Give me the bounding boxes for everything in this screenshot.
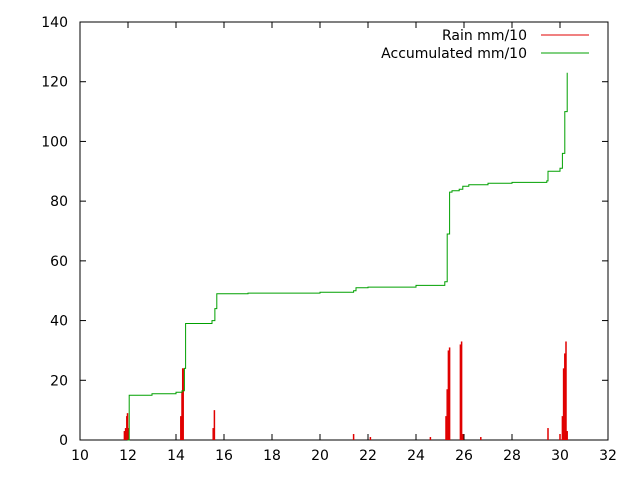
x-tick-label: 16 bbox=[215, 448, 233, 464]
y-tick-label: 140 bbox=[41, 15, 68, 31]
y-tick-label: 40 bbox=[50, 314, 68, 330]
y-tick-label: 100 bbox=[41, 134, 68, 150]
x-tick-label: 30 bbox=[551, 448, 569, 464]
x-tick-label: 22 bbox=[359, 448, 377, 464]
x-tick-label: 20 bbox=[311, 448, 329, 464]
x-tick-label: 28 bbox=[503, 448, 521, 464]
series-layer bbox=[123, 72, 568, 441]
y-tick-label: 60 bbox=[50, 254, 68, 270]
y-tick-label: 120 bbox=[41, 75, 68, 91]
plot-area-frame bbox=[79, 21, 609, 441]
x-tick-label: 32 bbox=[599, 448, 617, 464]
x-tick-label: 18 bbox=[263, 448, 281, 464]
x-tick-label: 24 bbox=[407, 448, 425, 464]
y-tick-label: 80 bbox=[50, 194, 68, 210]
legend-label: Accumulated mm/10 bbox=[381, 46, 527, 62]
x-tick-label: 26 bbox=[455, 448, 473, 464]
x-tick-label: 14 bbox=[167, 448, 185, 464]
x-tick-label: 12 bbox=[119, 448, 137, 464]
y-tick-label: 20 bbox=[50, 373, 68, 389]
legend-label: Rain mm/10 bbox=[442, 28, 527, 44]
legend: Rain mm/10 Accumulated mm/10 bbox=[381, 28, 589, 62]
y-tick-label: 0 bbox=[59, 433, 68, 449]
axis-ticks: 10 12 14 16 18 20 22 24 26 28 30 32 0 20 40 60 80 100 120 1… bbox=[41, 15, 617, 464]
accumulated-line bbox=[127, 72, 568, 441]
x-tick-label: 10 bbox=[71, 448, 89, 464]
